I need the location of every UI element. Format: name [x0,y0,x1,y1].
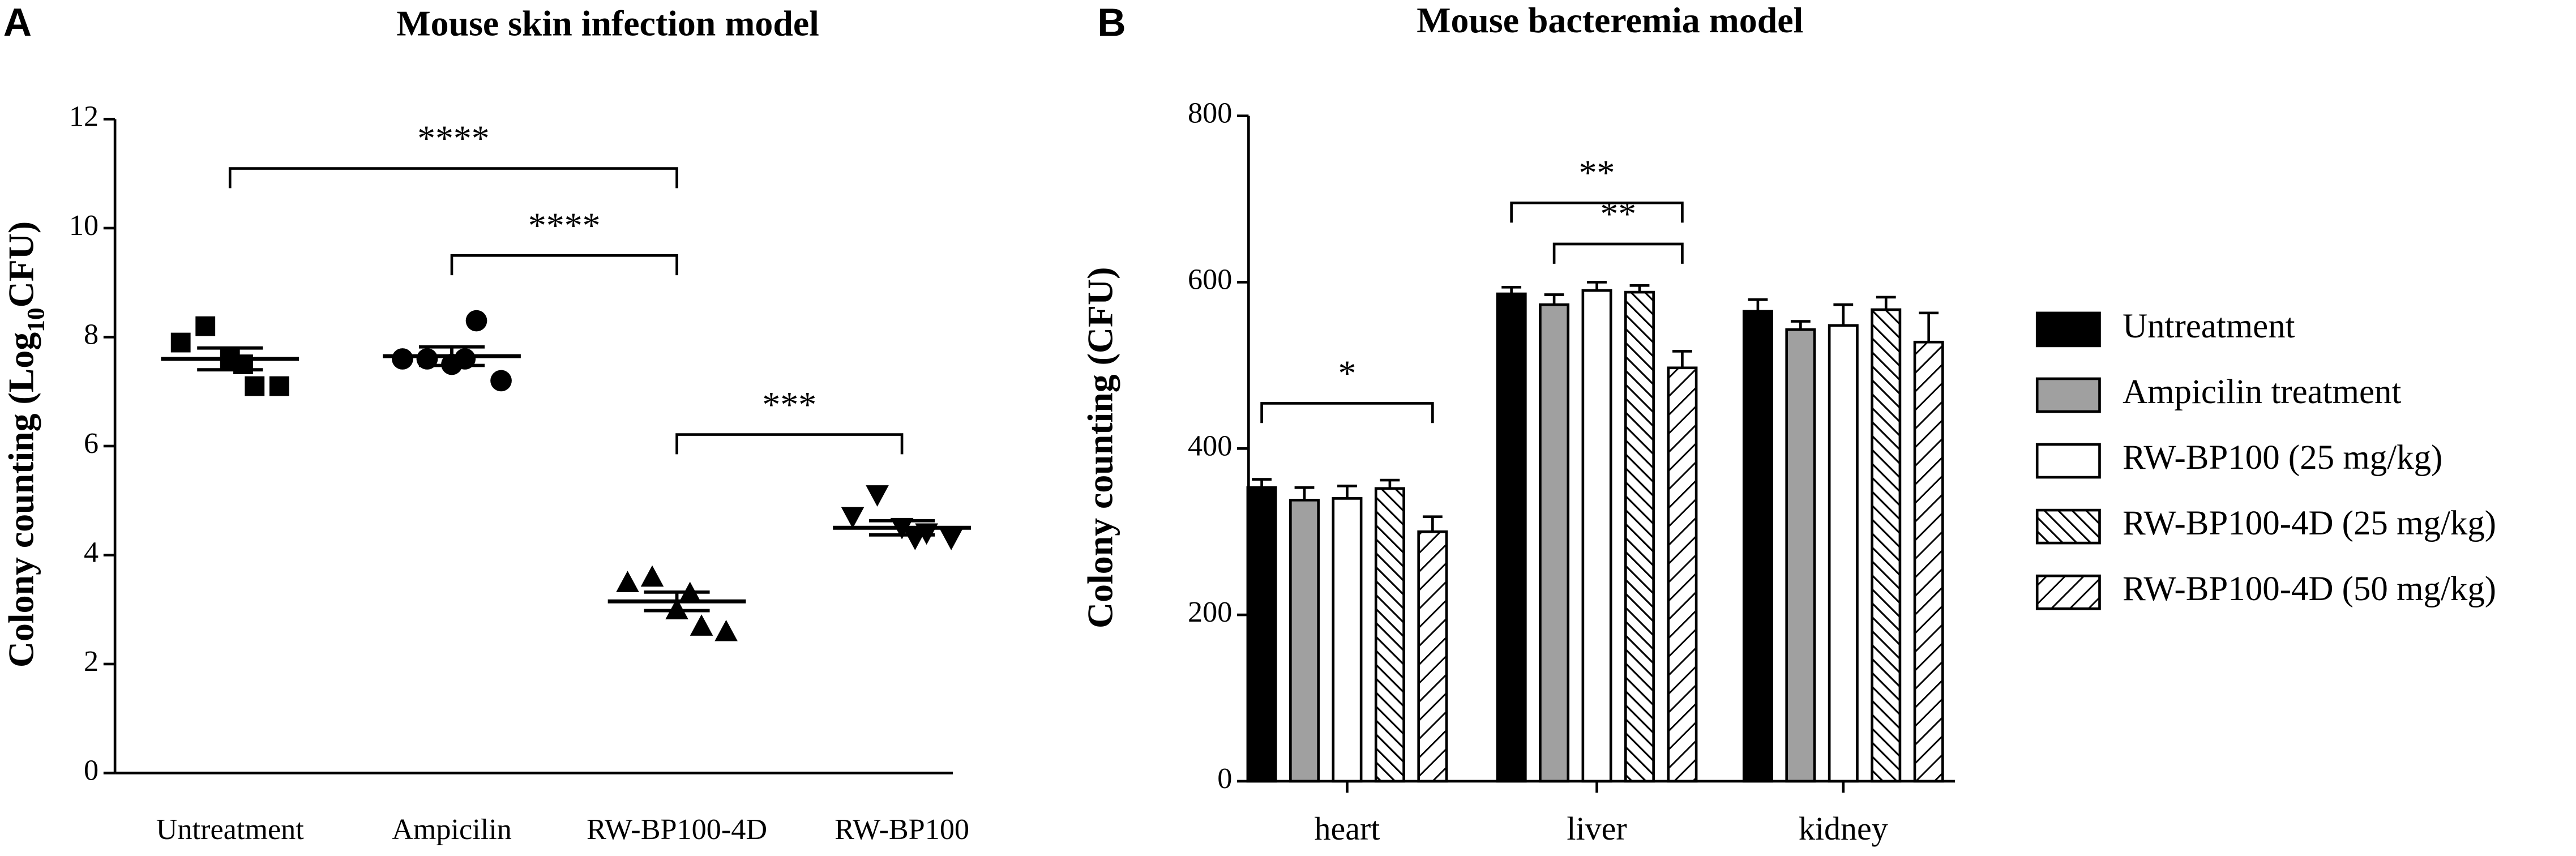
significance-bracket [450,254,678,276]
chart-title: Mouse skin infection model [396,3,819,44]
significance-bracket [675,433,904,455]
y-axis-label: Colony counting (Log10CFU) [1,221,49,667]
y-axis-label-part: 10 [23,307,50,332]
significance-label: ** [1600,194,1636,234]
bar [1667,366,1698,783]
significance-label: **** [417,118,490,159]
point [939,529,963,550]
x-tick-label: heart [1314,810,1380,847]
point [245,376,265,396]
significance-bracket [1510,202,1684,223]
y-tick-label: 12 [69,100,99,132]
y-tick-label: 4 [84,536,99,568]
bar [1332,497,1363,783]
bar [1246,486,1277,783]
x-tick-label: kidney [1799,810,1888,847]
point [195,316,216,336]
sem-bar [644,590,710,613]
legend-swatch [2035,443,2101,479]
bar [1785,328,1816,783]
y-tick-label: 600 [1188,263,1232,296]
x-tick-label: RW-BP100-4D [587,813,767,846]
legend-label: Ampicilin treatment [2123,373,2401,411]
y-tick-label: 400 [1188,429,1232,462]
point [714,619,738,641]
point [490,370,512,392]
significance-bracket [1552,242,1684,264]
x-tick-label: Untreatment [156,813,304,846]
y-tick-label: 8 [84,318,99,350]
point [640,565,664,587]
sem-bar [418,345,485,367]
panel-label: A [3,0,32,44]
bar [1539,303,1570,783]
point [841,507,865,529]
bar [1374,487,1405,783]
bar [1828,324,1859,783]
significance-label: **** [528,206,601,246]
y-tick-label: 0 [1217,762,1232,795]
y-axis-label-part: CFU) [1,221,41,307]
sem-bar [197,346,263,372]
sem-bar [869,519,935,537]
point [690,614,713,636]
bar [1289,499,1320,783]
point [170,332,191,353]
point [903,529,927,550]
y-tick-label: 200 [1188,596,1232,628]
bar [1624,290,1655,783]
legend-swatch [2035,311,2101,348]
significance-label: * [1338,353,1357,393]
y-axis-label: Colony counting (CFU) [1080,267,1120,628]
bar [1581,289,1612,783]
x-tick-label: RW-BP100 [835,813,969,846]
x-tick-label: liver [1567,810,1627,847]
bar [1913,340,1944,783]
significance-bracket [228,167,678,189]
bar [1871,308,1902,783]
point [866,485,889,507]
legend-label: RW-BP100 (25 mg/kg) [2123,439,2442,477]
point [392,348,413,370]
bar [1496,292,1527,783]
chart-title: Mouse bacteremia model [1417,0,1803,40]
point [616,571,639,592]
point [269,376,289,396]
legend-label: RW-BP100-4D (50 mg/kg) [2123,570,2496,608]
y-tick-label: 2 [84,645,99,678]
bar [1742,310,1773,783]
significance-bracket [1260,402,1434,423]
legend-label: RW-BP100-4D (25 mg/kg) [2123,504,2496,542]
legend-swatch [2035,508,2101,545]
y-axis-label-part: Colony counting (Log [1,332,41,667]
y-tick-label: 6 [84,427,99,460]
bar [1417,530,1448,783]
legend-swatch [2035,377,2101,413]
significance-label: ** [1579,153,1615,193]
legend-label: Untreatment [2123,307,2295,345]
y-tick-label: 0 [84,754,99,786]
y-tick-label: 10 [69,209,99,242]
legend-swatch [2035,574,2101,610]
significance-label: *** [762,384,816,425]
x-tick-label: Ampicilin [392,813,512,846]
y-tick-label: 800 [1188,97,1232,130]
panel-label: B [1097,0,1126,44]
point [465,310,487,332]
